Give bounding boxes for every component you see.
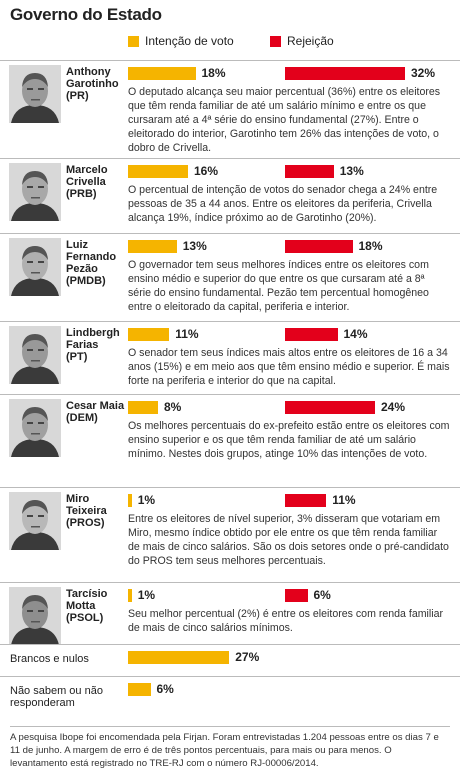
bar-group: 18% 32% bbox=[128, 67, 448, 81]
bar bbox=[285, 589, 308, 602]
value-label: 6% bbox=[156, 682, 174, 696]
name: Miro Teixeira bbox=[66, 493, 107, 517]
value-label: 14% bbox=[343, 327, 368, 341]
bar bbox=[285, 401, 375, 414]
candidate-name: Luiz Fernando Pezão (PMDB) bbox=[66, 239, 128, 287]
candidate-photo bbox=[9, 238, 61, 296]
description: O governador tem seus melhores índices e… bbox=[128, 259, 429, 313]
legend-label: Rejeição bbox=[287, 34, 334, 48]
chart-title: Governo do Estado bbox=[10, 5, 162, 24]
bar bbox=[285, 494, 327, 507]
value-label: 8% bbox=[164, 400, 182, 414]
candidate-name: Marcelo Crivella (PRB) bbox=[66, 164, 128, 200]
row: Lindbergh Farias (PT) 11% 14% O senador tem … bbox=[0, 321, 460, 394]
party: (PR) bbox=[66, 90, 89, 102]
row: Luiz Fernando Pezão (PMDB) 13% 18% O governa… bbox=[0, 233, 460, 321]
legend-label: Intenção de voto bbox=[145, 34, 234, 48]
bar-group: 11% 14% bbox=[128, 328, 448, 342]
bar bbox=[285, 240, 353, 253]
description: Entre os eleitores de nível superior, 3%… bbox=[128, 513, 449, 567]
category-label: Não sabem ou não responderam bbox=[10, 685, 103, 709]
legend: Intenção de voto Rejeição bbox=[128, 34, 448, 50]
party: (PROS) bbox=[66, 517, 105, 529]
bar bbox=[128, 165, 188, 178]
description: Seu melhor percentual (2%) é entre os el… bbox=[128, 608, 444, 634]
name: Marcelo Crivella bbox=[66, 164, 108, 188]
name: Tarcísio Motta bbox=[66, 588, 108, 612]
bar bbox=[285, 67, 405, 80]
name: Anthony Garotinho bbox=[66, 66, 119, 90]
bar-group: 27% bbox=[128, 651, 448, 665]
value-label: 18% bbox=[358, 239, 383, 253]
bar bbox=[128, 328, 170, 341]
bar-group: 8% 24% bbox=[128, 401, 448, 415]
row: Brancos e nulos 27% bbox=[0, 644, 460, 676]
bar bbox=[128, 240, 177, 253]
value-label: 13% bbox=[339, 164, 364, 178]
description: Os melhores percentuais do ex-prefeito e… bbox=[128, 420, 450, 460]
candidate-photo bbox=[9, 492, 61, 550]
row: Tarcísio Motta (PSOL) 1% 6% Seu melhor perce… bbox=[0, 582, 460, 645]
candidate-name: Miro Teixeira (PROS) bbox=[66, 493, 128, 529]
category-label: Brancos e nulos bbox=[10, 653, 89, 665]
party: (PMDB) bbox=[66, 275, 106, 287]
description: O percentual de intenção de votos do sen… bbox=[128, 184, 438, 224]
value-label: 24% bbox=[381, 400, 406, 414]
row: Miro Teixeira (PROS) 1% 11% Entre os eleitor… bbox=[0, 487, 460, 582]
legend-item: Intenção de voto bbox=[128, 34, 234, 48]
bar bbox=[128, 401, 158, 414]
party: (DEM) bbox=[66, 412, 98, 424]
legend-swatch bbox=[128, 35, 139, 47]
row: Cesar Maia (DEM) 8% 24% Os melhores percentu… bbox=[0, 394, 460, 487]
legend-swatch bbox=[270, 35, 281, 47]
value-label: 32% bbox=[411, 66, 436, 80]
bar bbox=[128, 683, 151, 696]
candidate-photo bbox=[9, 399, 61, 457]
value-label: 1% bbox=[137, 588, 156, 602]
bar bbox=[128, 494, 132, 507]
value-label: 11% bbox=[332, 493, 356, 507]
party: (PT) bbox=[66, 351, 88, 363]
row: Anthony Garotinho (PR) 18% 32% O deputado al… bbox=[0, 60, 460, 158]
candidate-photo bbox=[9, 326, 61, 384]
party: (PRB) bbox=[66, 188, 97, 200]
bar bbox=[128, 589, 132, 602]
value-label: 6% bbox=[313, 588, 331, 602]
bar bbox=[128, 67, 196, 80]
bar-group: 16% 13% bbox=[128, 165, 448, 179]
bar bbox=[285, 328, 338, 341]
bar-group: 13% 18% bbox=[128, 240, 448, 254]
party: (PSOL) bbox=[66, 612, 104, 624]
name: Luiz Fernando Pezão bbox=[66, 239, 117, 275]
value-label: 1% bbox=[137, 493, 156, 507]
bar bbox=[128, 651, 230, 664]
bar bbox=[285, 165, 334, 178]
row: Não sabem ou não responderam 6% bbox=[0, 676, 460, 712]
description: O senador tem seus índices mais altos en… bbox=[128, 347, 450, 387]
rows: Anthony Garotinho (PR) 18% 32% O deputado al… bbox=[0, 60, 460, 712]
candidate-name: Lindbergh Farias (PT) bbox=[66, 327, 128, 363]
row: Marcelo Crivella (PRB) 16% 13% O percentual … bbox=[0, 158, 460, 233]
legend-item: Rejeição bbox=[270, 34, 334, 48]
value-label: 13% bbox=[182, 239, 207, 253]
value-label: 27% bbox=[235, 650, 260, 664]
bar-group: 6% bbox=[128, 683, 448, 697]
candidate-name: Cesar Maia (DEM) bbox=[66, 400, 128, 424]
name: Cesar Maia bbox=[66, 400, 125, 412]
description: O deputado alcança seu maior percentual … bbox=[128, 86, 441, 154]
candidate-photo bbox=[9, 587, 61, 645]
name: Lindbergh Farias bbox=[66, 327, 120, 351]
candidate-photo bbox=[9, 163, 61, 221]
bar-group: 1% 6% bbox=[128, 589, 448, 603]
footnote: A pesquisa Ibope foi encomendada pela Fi… bbox=[10, 726, 450, 770]
candidate-photo bbox=[9, 65, 61, 123]
candidate-name: Anthony Garotinho (PR) bbox=[66, 66, 128, 102]
value-label: 16% bbox=[194, 164, 219, 178]
value-label: 11% bbox=[175, 327, 199, 341]
value-label: 18% bbox=[201, 66, 226, 80]
candidate-name: Tarcísio Motta (PSOL) bbox=[66, 588, 128, 624]
bar-group: 1% 11% bbox=[128, 494, 448, 508]
